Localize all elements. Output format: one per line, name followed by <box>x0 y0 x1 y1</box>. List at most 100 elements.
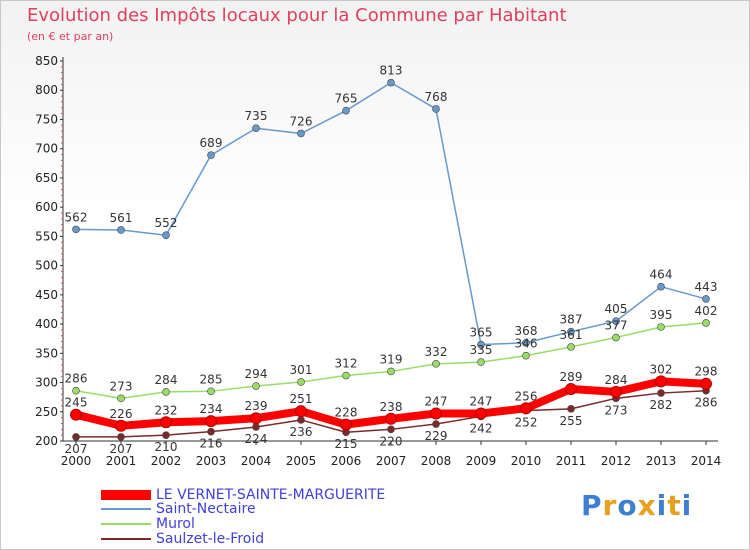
data-label-murol-2005: 301 <box>290 363 313 377</box>
legend-label-saulzet: Saulzet-le-Froid <box>156 531 265 547</box>
data-label-le-vernet-sainte-marguerite-2008: 247 <box>425 395 448 409</box>
data-label-saulzet-le-froid-2011: 255 <box>560 414 583 428</box>
data-label-murol-2010: 346 <box>515 337 538 351</box>
data-point-saulzet-le-froid-2008 <box>432 420 440 428</box>
data-point-saint-nectaire-2013 <box>657 282 665 291</box>
data-label-murol-2000: 286 <box>65 372 88 386</box>
data-label-le-vernet-sainte-marguerite-2004: 239 <box>245 399 268 413</box>
data-point-le-vernet-sainte-marguerite-2003 <box>205 415 217 428</box>
data-label-saulzet-le-froid-2008: 229 <box>425 429 448 443</box>
x-tick-label-2002: 2002 <box>151 454 182 468</box>
data-label-saint-nectaire-2011: 387 <box>560 313 583 327</box>
data-label-le-vernet-sainte-marguerite-2002: 232 <box>155 403 178 417</box>
y-tick-label-450: 450 <box>35 288 58 302</box>
data-point-saulzet-le-froid-2013 <box>657 389 665 397</box>
logo-letter: o <box>617 489 638 522</box>
data-label-saint-nectaire-2001: 561 <box>110 211 133 225</box>
data-label-murol-2011: 361 <box>560 328 583 342</box>
y-tick-label-300: 300 <box>35 376 58 390</box>
data-point-saint-nectaire-2004 <box>252 124 260 133</box>
data-label-saint-nectaire-2003: 689 <box>200 136 223 150</box>
legend-item-le-vernet: LE VERNET-SAINTE-MARGUERITE <box>101 487 385 503</box>
x-tick-label-2008: 2008 <box>421 454 452 468</box>
data-point-le-vernet-sainte-marguerite-2007 <box>385 412 397 425</box>
data-point-le-vernet-sainte-marguerite-2011 <box>565 382 577 395</box>
data-point-le-vernet-sainte-marguerite-2012 <box>610 385 622 398</box>
data-point-murol-2007 <box>387 367 395 376</box>
x-tick-label-2001: 2001 <box>106 454 137 468</box>
data-point-murol-2011 <box>567 343 575 351</box>
data-label-murol-2009: 335 <box>470 343 493 357</box>
data-label-murol-2003: 285 <box>200 372 223 386</box>
data-label-saulzet-le-froid-2010: 252 <box>515 416 538 430</box>
legend-item-saint-nectaire: Saint-Nectaire <box>101 501 256 517</box>
logo-letter: x <box>637 489 657 522</box>
chart-subtitle: (en € et par an) <box>27 30 114 43</box>
data-label-saint-nectaire-2012: 405 <box>605 302 628 316</box>
x-tick-label-2007: 2007 <box>376 454 407 468</box>
data-label-saint-nectaire-2002: 552 <box>155 216 178 230</box>
x-tick-label-2009: 2009 <box>466 454 497 468</box>
data-point-murol-2013 <box>657 323 665 331</box>
data-point-saint-nectaire-2005 <box>297 129 305 138</box>
data-label-murol-2014: 402 <box>695 304 718 318</box>
data-point-saulzet-le-froid-2005 <box>297 416 305 424</box>
data-point-saint-nectaire-2001 <box>117 226 125 234</box>
data-point-murol-2005 <box>297 378 305 386</box>
data-label-saulzet-le-froid-2006: 215 <box>335 437 358 451</box>
data-point-le-vernet-sainte-marguerite-2009 <box>475 407 487 420</box>
data-label-saulzet-le-froid-2001: 207 <box>110 442 133 456</box>
x-tick-label-2012: 2012 <box>601 454 632 468</box>
data-point-le-vernet-sainte-marguerite-2005 <box>295 405 307 418</box>
legend-label-saint-nectaire: Saint-Nectaire <box>156 501 256 517</box>
data-label-saulzet-le-froid-2009: 242 <box>470 421 493 435</box>
data-point-saint-nectaire-2002 <box>162 231 170 240</box>
y-tick-label-600: 600 <box>35 200 58 214</box>
data-label-saint-nectaire-2000: 562 <box>65 210 88 224</box>
chart-title: Evolution des Impôts locaux pour la Comm… <box>27 5 567 26</box>
logo-letter: t <box>667 489 682 522</box>
data-point-saulzet-le-froid-2000 <box>72 433 80 441</box>
data-point-saulzet-le-froid-2004 <box>252 423 260 431</box>
data-label-le-vernet-sainte-marguerite-2007: 238 <box>380 400 403 414</box>
data-point-le-vernet-sainte-marguerite-2000 <box>70 408 82 421</box>
data-label-murol-2006: 312 <box>335 357 358 371</box>
y-tick-label-250: 250 <box>35 405 58 419</box>
data-label-saulzet-le-froid-2004: 224 <box>245 432 268 446</box>
y-tick-label-400: 400 <box>35 317 58 331</box>
data-point-saint-nectaire-2010 <box>522 338 530 347</box>
data-label-le-vernet-sainte-marguerite-2006: 228 <box>335 406 358 420</box>
legend-label-le-vernet: LE VERNET-SAINTE-MARGUERITE <box>156 487 386 503</box>
data-label-murol-2013: 395 <box>650 308 673 322</box>
x-tick-label-2004: 2004 <box>241 454 272 468</box>
legend-swatch-saint-nectaire <box>101 508 151 510</box>
y-tick-label-750: 750 <box>35 112 58 126</box>
data-label-saint-nectaire-2014: 443 <box>695 280 718 294</box>
data-point-saint-nectaire-2006 <box>342 106 350 115</box>
data-point-saulzet-le-froid-2001 <box>117 433 125 441</box>
y-tick-label-800: 800 <box>35 83 58 97</box>
data-label-murol-2004: 294 <box>245 367 268 381</box>
data-label-saulzet-le-froid-2007: 220 <box>380 434 403 448</box>
data-point-le-vernet-sainte-marguerite-2001 <box>115 419 127 432</box>
data-point-saint-nectaire-2011 <box>567 327 575 336</box>
data-label-le-vernet-sainte-marguerite-2012: 284 <box>605 373 628 387</box>
data-point-murol-2012 <box>612 333 620 342</box>
data-point-le-vernet-sainte-marguerite-2004 <box>250 412 262 425</box>
data-label-le-vernet-sainte-marguerite-2005: 251 <box>290 392 313 406</box>
data-point-murol-2006 <box>342 371 350 380</box>
data-label-saint-nectaire-2009: 365 <box>470 326 493 340</box>
y-tick-label-700: 700 <box>35 142 58 156</box>
data-label-saulzet-le-froid-2014: 286 <box>695 396 718 410</box>
legend-label-murol: Murol <box>156 516 195 532</box>
x-tick-label-2005: 2005 <box>286 454 317 468</box>
data-point-saint-nectaire-2014 <box>702 295 710 303</box>
data-label-le-vernet-sainte-marguerite-2013: 302 <box>650 362 673 376</box>
data-point-saint-nectaire-2012 <box>612 317 620 325</box>
data-point-saint-nectaire-2009 <box>477 340 485 349</box>
y-tick-label-350: 350 <box>35 346 58 360</box>
data-point-le-vernet-sainte-marguerite-2010 <box>520 402 532 415</box>
y-tick-label-850: 850 <box>35 54 58 68</box>
